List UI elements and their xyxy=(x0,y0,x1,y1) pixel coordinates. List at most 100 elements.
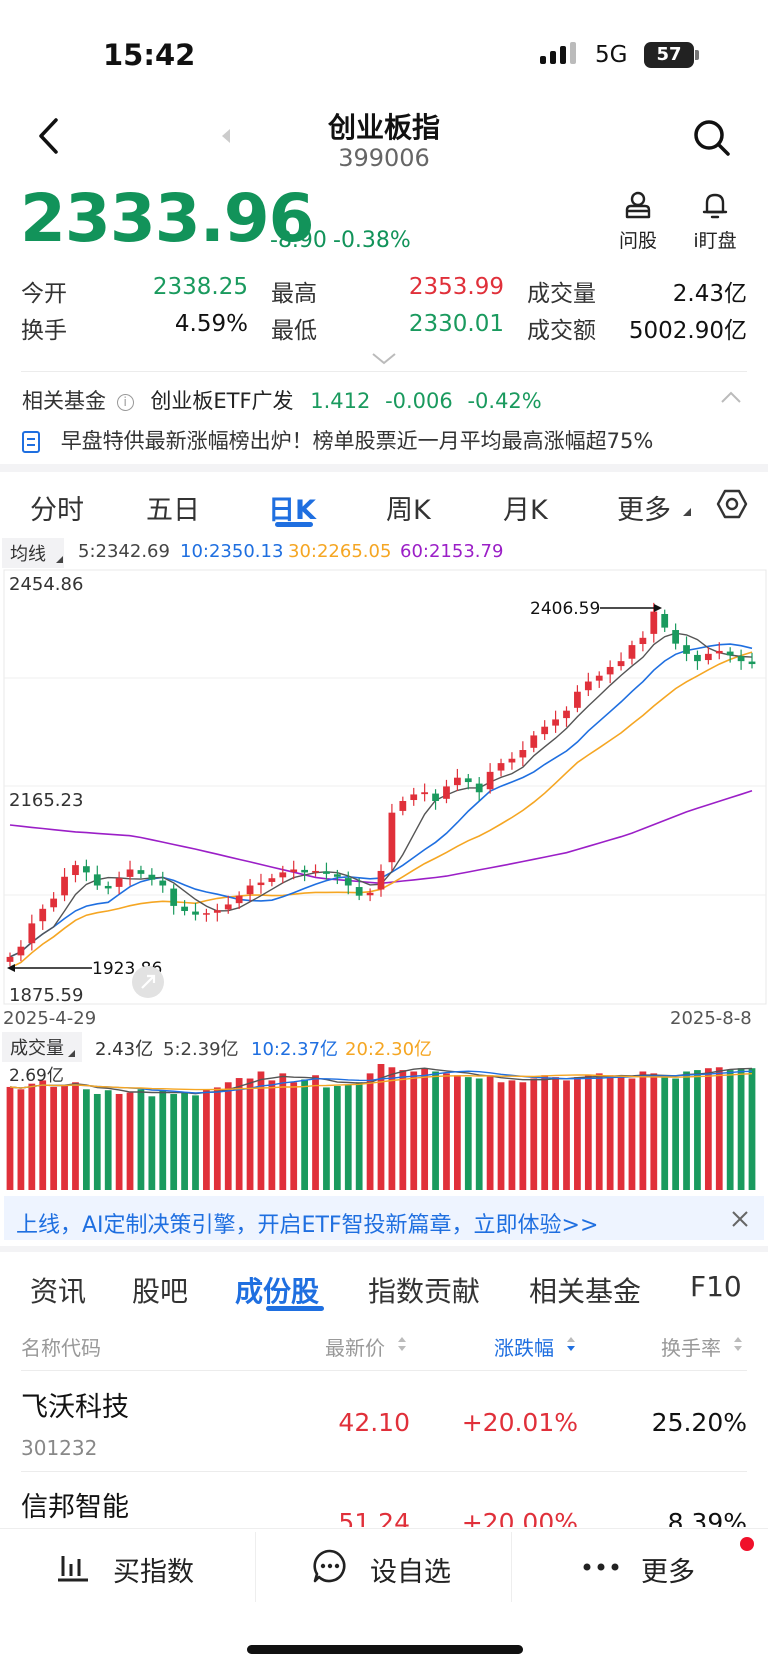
volume-bar xyxy=(39,1080,47,1190)
volume-bar xyxy=(235,1078,243,1190)
related-fund-label: 相关基金 xyxy=(22,389,106,413)
tab-weekly-k[interactable]: 周K xyxy=(386,495,431,526)
battery-icon: 57 xyxy=(644,42,694,68)
volume-ma-lines xyxy=(9,1067,753,1095)
volume-bar xyxy=(126,1092,134,1190)
info-icon: i xyxy=(116,393,134,411)
volume-bar xyxy=(181,1092,188,1190)
volume-bar xyxy=(388,1067,396,1190)
volume-bar xyxy=(694,1070,701,1190)
sort-desc-icon xyxy=(567,1337,575,1351)
collapse-chevron-icon[interactable] xyxy=(720,390,742,404)
more-button[interactable]: 更多 xyxy=(641,1557,695,1588)
volume-bar xyxy=(246,1078,254,1190)
candle xyxy=(410,794,418,801)
volume-select[interactable]: 成交量 xyxy=(2,1032,82,1062)
stock-name[interactable]: 信邦智能 xyxy=(21,1492,129,1523)
candle xyxy=(279,872,287,878)
tab-index-contribution[interactable]: 指数贡献 xyxy=(368,1275,481,1308)
volume-bar xyxy=(268,1080,276,1190)
tab-daily-k[interactable]: 日K xyxy=(268,495,316,526)
promo-banner[interactable] xyxy=(4,1196,764,1240)
related-fund-bar[interactable]: 相关基金 i 创业板ETF广发 1.412 -0.006 -0.42% xyxy=(22,385,542,415)
tab-monthly-k[interactable]: 月K xyxy=(503,495,548,526)
volume-select-caret-icon xyxy=(68,1050,75,1057)
volume-bar xyxy=(683,1071,690,1190)
divider xyxy=(21,1471,747,1472)
volume-bar xyxy=(115,1093,123,1190)
ma5-legend: 5:2342.69 xyxy=(78,541,170,562)
candle xyxy=(366,892,374,896)
tab-intraday[interactable]: 分时 xyxy=(30,495,84,526)
turnover-value: 4.59% xyxy=(174,311,248,337)
volume-bar xyxy=(170,1093,178,1190)
expand-chevron-icon[interactable] xyxy=(371,352,397,366)
tab-constituents[interactable]: 成份股 xyxy=(235,1275,320,1308)
stock-name[interactable]: 飞沃科技 xyxy=(21,1392,129,1423)
col-change-pct[interactable]: 涨跌幅 xyxy=(494,1336,554,1360)
amount-label: 成交额 xyxy=(527,318,596,344)
ma30-path xyxy=(9,651,753,969)
divider xyxy=(511,1532,512,1602)
candles xyxy=(6,602,756,967)
network-label: 5G xyxy=(595,42,628,68)
person-icon xyxy=(625,191,651,219)
candle xyxy=(61,876,68,896)
col-price[interactable]: 最新价 xyxy=(325,1336,385,1360)
candle xyxy=(312,870,319,873)
ma-select-caret-icon xyxy=(56,556,63,563)
volume-bar xyxy=(639,1071,647,1190)
volume-bar xyxy=(82,1089,90,1190)
volume-bar xyxy=(661,1077,669,1190)
candle xyxy=(344,878,352,886)
candle xyxy=(224,904,232,910)
kline-chart[interactable]: 2454.86 2165.23 1875.59 2406.59 1923.86 xyxy=(0,568,768,1008)
candle xyxy=(6,956,14,962)
stock-turnover: 25.20% xyxy=(651,1408,747,1437)
candle xyxy=(453,777,461,786)
open-label: 今开 xyxy=(21,281,67,307)
volume-bar xyxy=(410,1071,418,1190)
tab-f10[interactable]: F10 xyxy=(690,1270,742,1303)
col-turnover[interactable]: 换手率 xyxy=(661,1336,721,1360)
ma-select[interactable]: 均线 xyxy=(2,538,64,568)
notification-dot xyxy=(740,1537,754,1551)
volume-bar xyxy=(148,1096,156,1190)
candle xyxy=(148,874,156,880)
watch-button[interactable]: i盯盘 xyxy=(680,190,750,253)
ask-stock-button[interactable]: 问股 xyxy=(603,190,673,253)
y-mid-label: 2165.23 xyxy=(9,790,83,811)
tab-news[interactable]: 资讯 xyxy=(30,1275,87,1308)
search-icon[interactable] xyxy=(692,118,732,158)
volume-bar xyxy=(530,1078,538,1190)
candle xyxy=(17,946,25,956)
tab-five-day[interactable]: 五日 xyxy=(146,495,200,526)
back-icon[interactable] xyxy=(36,116,62,156)
price-change: -8.90 xyxy=(270,228,327,253)
volume-bar xyxy=(606,1075,614,1190)
volume-bar xyxy=(748,1068,756,1190)
candle xyxy=(28,923,36,944)
news-bar[interactable]: 早盘特供最新涨幅榜出炉！榜单股票近一月平均最高涨幅超75% xyxy=(22,425,653,455)
volume-bar xyxy=(617,1077,625,1190)
candle xyxy=(268,878,276,882)
promo-text[interactable]: 上线，AI定制决策引擎，开启ETF智投新篇章，立即体验>> xyxy=(16,1213,599,1238)
candle xyxy=(355,887,363,896)
index-name: 创业板指 xyxy=(327,111,440,144)
candle xyxy=(497,763,505,771)
status-time: 15:42 xyxy=(103,38,196,72)
candle xyxy=(617,661,625,667)
close-icon[interactable] xyxy=(731,1210,749,1228)
tab-related-funds[interactable]: 相关基金 xyxy=(529,1275,642,1308)
candle xyxy=(574,691,581,708)
tab-more[interactable]: 更多 xyxy=(617,495,671,526)
candle xyxy=(639,637,647,645)
tab-forum[interactable]: 股吧 xyxy=(132,1275,189,1308)
volume-chart[interactable]: 2.69亿 xyxy=(0,1058,768,1192)
add-watchlist-button[interactable]: 设自选 xyxy=(370,1557,451,1588)
prev-index-icon[interactable] xyxy=(220,128,232,144)
settings-icon[interactable] xyxy=(716,488,748,520)
buy-index-button[interactable]: 买指数 xyxy=(113,1557,194,1588)
candle xyxy=(301,869,309,873)
candle xyxy=(694,654,701,662)
